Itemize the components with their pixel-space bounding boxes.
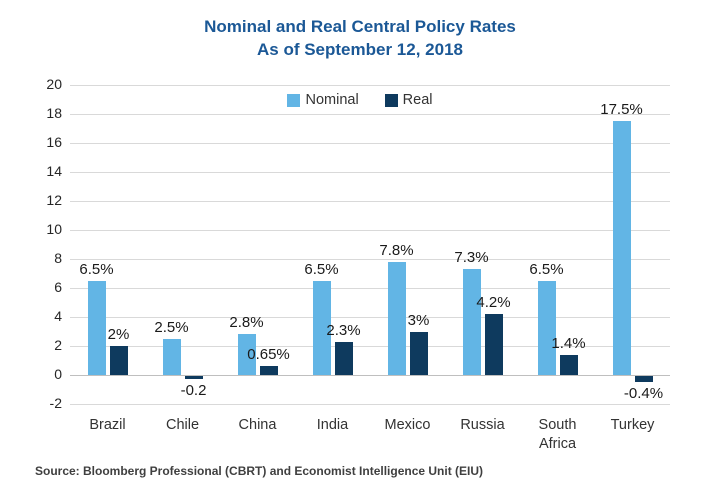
x-axis-label-south-africa: South Africa bbox=[538, 417, 577, 452]
gridline bbox=[70, 288, 670, 289]
bar-real-china bbox=[259, 365, 278, 375]
x-axis-label-russia: Russia bbox=[460, 417, 505, 433]
chart-title-line2: As of September 12, 2018 bbox=[257, 39, 463, 59]
gridline bbox=[70, 201, 670, 202]
y-tick-label: 2 bbox=[54, 337, 62, 353]
bar-nominal-india bbox=[312, 280, 331, 375]
data-label-real-turkey: -0.4% bbox=[623, 384, 664, 402]
bar-nominal-turkey bbox=[612, 121, 631, 375]
y-tick-label: 14 bbox=[46, 163, 62, 179]
legend: Nominal Real bbox=[0, 92, 720, 108]
y-tick-label: 4 bbox=[54, 308, 62, 324]
data-label-real-india: 2.3% bbox=[326, 321, 361, 339]
bar-nominal-south-africa bbox=[537, 280, 556, 375]
x-axis-label-chile: Chile bbox=[165, 417, 200, 433]
gridline bbox=[70, 317, 670, 318]
legend-swatch-real-icon bbox=[384, 93, 398, 107]
bar-real-chile bbox=[184, 376, 203, 379]
y-tick-label: -2 bbox=[49, 395, 62, 411]
gridline bbox=[70, 230, 670, 231]
source-attribution: Source: Bloomberg Professional (CBRT) an… bbox=[35, 464, 484, 478]
bar-real-south-africa bbox=[559, 354, 578, 375]
bar-nominal-chile bbox=[162, 338, 181, 375]
bar-real-brazil bbox=[109, 346, 128, 375]
chart-title: Nominal and Real Central Policy Rates As… bbox=[0, 16, 720, 62]
gridline bbox=[70, 172, 670, 173]
zero-gridline bbox=[70, 375, 670, 376]
y-tick-label: 6 bbox=[54, 279, 62, 295]
bar-nominal-russia bbox=[462, 269, 481, 375]
data-label-real-south-africa: 1.4% bbox=[551, 334, 586, 352]
data-label-nominal-china: 2.8% bbox=[229, 314, 264, 332]
legend-label-nominal: Nominal bbox=[305, 92, 359, 108]
data-label-nominal-india: 6.5% bbox=[304, 260, 339, 278]
gridline bbox=[70, 85, 670, 86]
y-tick-label: 12 bbox=[46, 192, 62, 208]
bar-real-turkey bbox=[634, 376, 653, 382]
x-axis-label-mexico: Mexico bbox=[384, 417, 431, 433]
data-label-nominal-brazil: 6.5% bbox=[79, 260, 114, 278]
gridline bbox=[70, 143, 670, 144]
data-label-nominal-russia: 7.3% bbox=[454, 249, 489, 267]
data-label-nominal-turkey: 17.5% bbox=[600, 101, 643, 119]
data-label-real-chile: -0.2 bbox=[180, 381, 207, 399]
x-axis-label-turkey: Turkey bbox=[610, 417, 655, 433]
legend-label-real: Real bbox=[402, 92, 433, 108]
bar-real-russia bbox=[484, 314, 503, 375]
y-tick-label: 10 bbox=[46, 221, 62, 237]
y-tick-label: 0 bbox=[54, 366, 62, 382]
bar-nominal-china bbox=[237, 334, 256, 375]
data-label-nominal-chile: 2.5% bbox=[154, 318, 189, 336]
y-tick-label: 16 bbox=[46, 134, 62, 150]
x-axis-label-china: China bbox=[238, 417, 277, 433]
bar-real-mexico bbox=[409, 331, 428, 375]
gridline bbox=[70, 346, 670, 347]
y-tick-label: 8 bbox=[54, 250, 62, 266]
bar-nominal-brazil bbox=[87, 280, 106, 375]
legend-swatch-nominal-icon bbox=[287, 93, 301, 107]
data-label-nominal-south-africa: 6.5% bbox=[529, 260, 564, 278]
data-label-real-mexico: 3% bbox=[407, 311, 430, 329]
x-axis-label-india: India bbox=[316, 417, 349, 433]
chart-title-line1: Nominal and Real Central Policy Rates bbox=[204, 17, 516, 36]
data-label-real-china: 0.65% bbox=[247, 345, 290, 363]
data-label-nominal-mexico: 7.8% bbox=[379, 241, 414, 259]
bar-real-india bbox=[334, 341, 353, 375]
y-tick-label: 18 bbox=[46, 105, 62, 121]
gridline bbox=[70, 259, 670, 260]
gridline bbox=[70, 114, 670, 115]
gridline bbox=[70, 404, 670, 405]
bar-nominal-mexico bbox=[387, 261, 406, 375]
data-label-real-russia: 4.2% bbox=[476, 294, 511, 312]
data-label-real-brazil: 2% bbox=[107, 326, 130, 343]
y-tick-label: 20 bbox=[46, 76, 62, 92]
legend-item-real: Real bbox=[384, 92, 433, 108]
x-axis-label-brazil: Brazil bbox=[89, 417, 126, 433]
legend-item-nominal: Nominal bbox=[287, 92, 359, 108]
